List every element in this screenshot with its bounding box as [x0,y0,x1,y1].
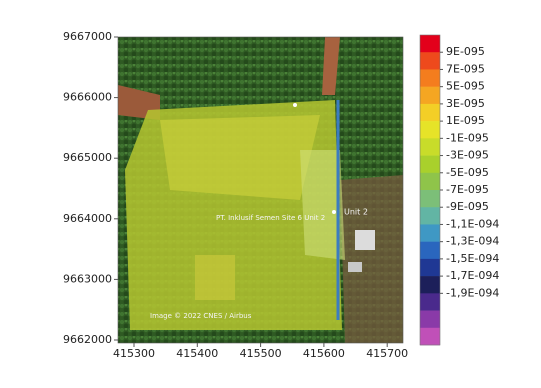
map-image: PT. Inklusif Semen Site 6 Unit 2 Unit 2 … [118,37,403,343]
colorbar-label: -1,7E-094 [446,269,499,282]
colorbar-swatch [420,104,440,122]
colorbar-label: -5E-095 [446,166,489,179]
unit-label: Unit 2 [344,208,368,217]
y-tick-label: 9667000 [63,30,112,43]
y-tick-label: 9666000 [63,91,112,104]
colorbar-swatch [420,190,440,208]
colorbar: 9E-095 7E-095 5E-095 3E-095 1E-095 -1E-095 -3E… [420,35,499,345]
x-tick-label: 415500 [240,347,282,360]
colorbar-swatch [420,224,440,242]
x-tick-label: 415300 [113,347,155,360]
colorbar-swatch [420,259,440,277]
colorbar-swatch [420,69,440,87]
colorbar-swatch [420,87,440,105]
colorbar-swatch [420,207,440,225]
x-tick-label: 415700 [366,347,408,360]
colorbar-swatch [420,52,440,70]
colorbar-swatch [420,328,440,346]
colorbar-label: -1,1E-094 [446,217,499,230]
colorbar-swatch [420,156,440,174]
colorbar-label: -1,9E-094 [446,286,499,299]
colorbar-label: 1E-095 [446,114,485,127]
colorbar-label: 7E-095 [446,62,485,75]
colorbar-swatch [420,138,440,156]
y-tick-label: 9662000 [63,333,112,346]
colorbar-label: 9E-095 [446,45,485,58]
colorbar-label: 3E-095 [446,97,485,110]
colorbar-swatch [420,293,440,311]
y-tick-label: 9664000 [63,212,112,225]
x-tick-label: 415400 [176,347,218,360]
colorbar-label: -1,3E-094 [446,235,499,248]
colorbar-swatch [420,173,440,191]
x-tick-label: 415600 [303,347,345,360]
y-tick-label: 9663000 [63,272,112,285]
colorbar-swatch [420,242,440,260]
image-credit: Image © 2022 CNES / Airbus [150,312,252,320]
colorbar-label: 5E-095 [446,80,485,93]
colorbar-swatch [420,35,440,53]
y-tick-label: 9665000 [63,151,112,164]
colorbar-label: -7E-095 [446,183,489,196]
colorbar-swatch [420,121,440,139]
colorbar-swatch [420,311,440,329]
colorbar-label: -9E-095 [446,200,489,213]
colorbar-label: -1,5E-094 [446,252,499,265]
map-figure: PT. Inklusif Semen Site 6 Unit 2 Unit 2 … [0,0,541,388]
colorbar-label: -3E-095 [446,149,489,162]
site-label: PT. Inklusif Semen Site 6 Unit 2 [216,214,325,222]
colorbar-label: -1E-095 [446,131,489,144]
colorbar-swatch [420,276,440,294]
